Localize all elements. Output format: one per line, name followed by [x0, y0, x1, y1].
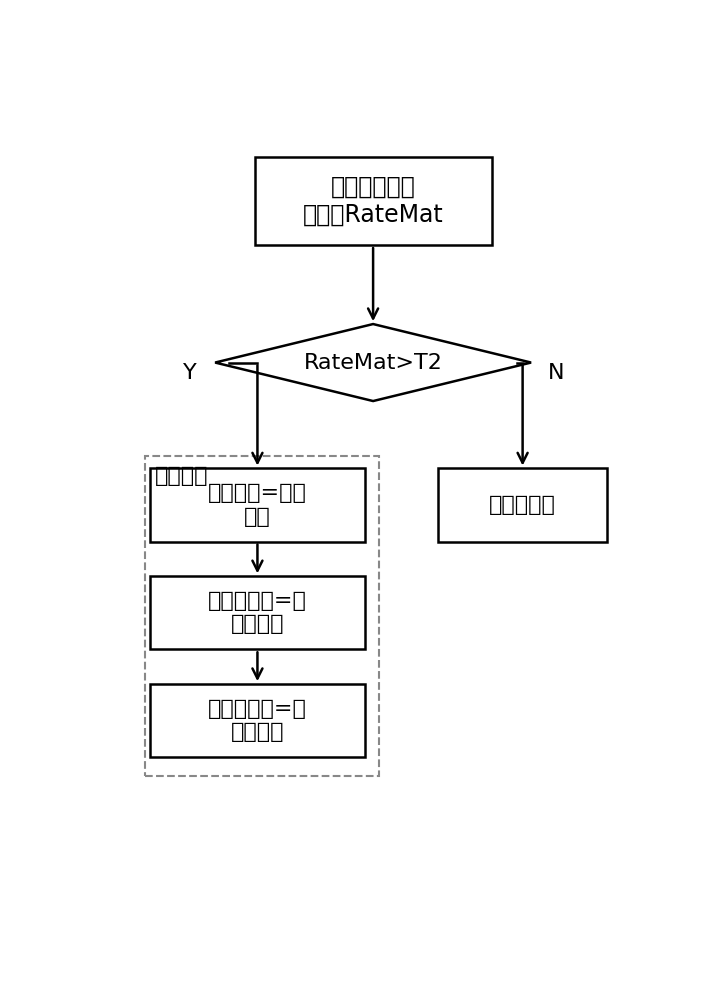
Text: 更新模板: 更新模板 [155, 466, 208, 486]
Text: N: N [548, 363, 565, 383]
Bar [150, 468, 365, 542]
Text: 模板图像=目标
图像: 模板图像=目标 图像 [208, 483, 307, 527]
Text: Y: Y [183, 363, 197, 383]
Polygon shape [215, 324, 531, 401]
Bar [150, 684, 365, 757]
Text: 不更新模板: 不更新模板 [489, 495, 556, 515]
Bar [150, 576, 365, 649]
Bar [145, 456, 379, 776]
Bar [255, 157, 491, 245]
Text: 模板角点数=目
标角点数: 模板角点数=目 标角点数 [208, 699, 307, 742]
Text: 模板角点集=目
标角点集: 模板角点集=目 标角点集 [208, 591, 307, 634]
Text: RateMat>T2: RateMat>T2 [304, 353, 443, 373]
Text: 目标与模板的
相似度RateMat: 目标与模板的 相似度RateMat [303, 175, 443, 227]
Bar [438, 468, 607, 542]
